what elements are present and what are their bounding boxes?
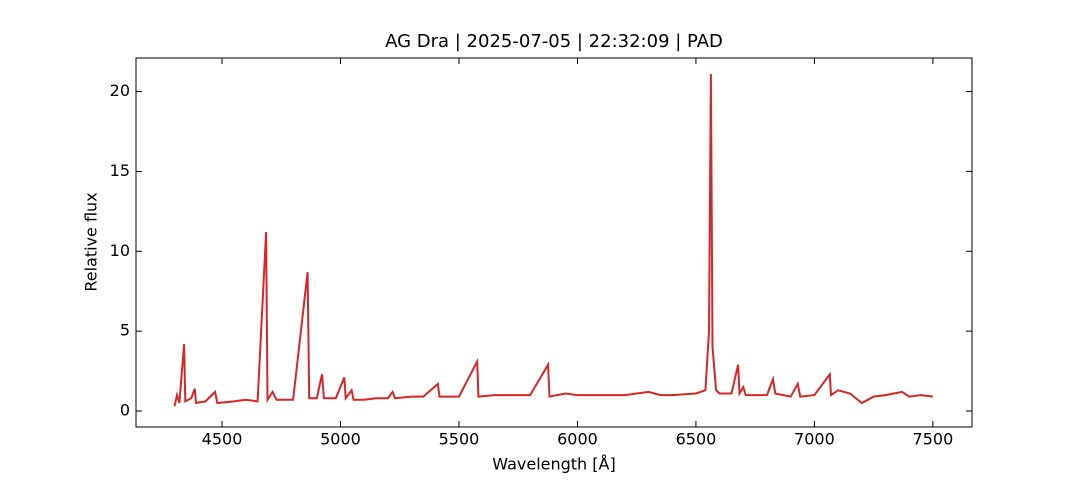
x-tick-label: 7000 (794, 430, 835, 449)
x-axis-label: Wavelength [Å] (492, 455, 615, 474)
y-tick-label: 5 (120, 321, 130, 340)
plot-frame (135, 57, 973, 428)
x-tick-label: 4500 (202, 430, 243, 449)
y-tick-label: 15 (110, 161, 130, 180)
y-tick-label: 10 (110, 241, 130, 260)
x-tick-label: 7500 (913, 430, 954, 449)
spectrum-line (173, 73, 934, 407)
chart-title: AG Dra | 2025-07-05 | 22:32:09 | PAD (385, 31, 723, 52)
x-tick-label: 5000 (320, 430, 361, 449)
x-tick-label: 6000 (557, 430, 598, 449)
y-tick-label: 0 (120, 401, 130, 420)
y-tick-label: 20 (110, 81, 130, 100)
x-tick-label: 5500 (439, 430, 480, 449)
y-axis-label: Relative flux (82, 192, 101, 291)
x-tick-label: 6500 (676, 430, 717, 449)
